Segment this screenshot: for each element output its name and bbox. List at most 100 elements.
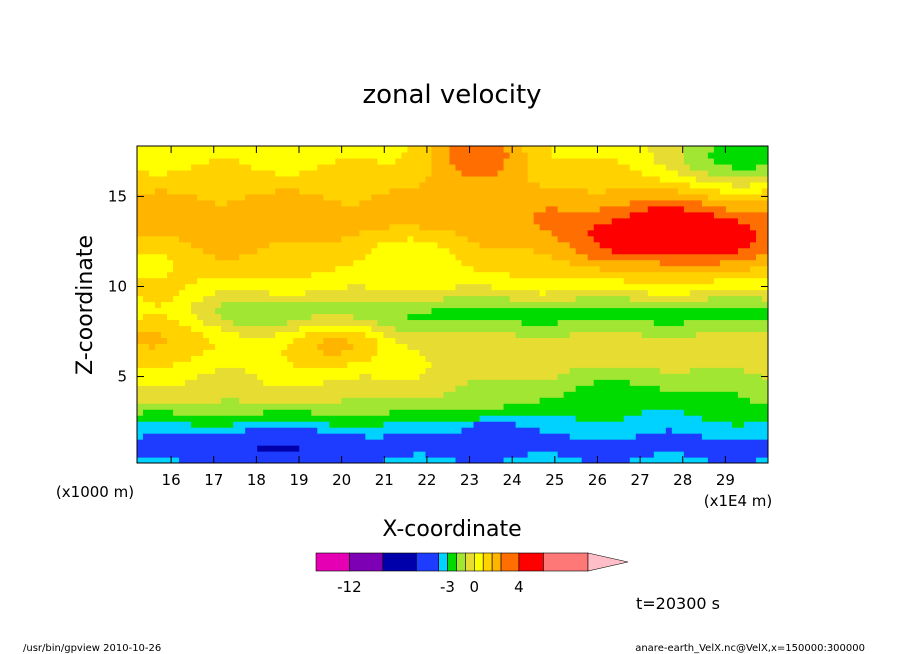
contour-cell: [137, 271, 168, 279]
contour-cell: [287, 319, 378, 327]
contour-cell: [323, 379, 469, 386]
contour-cell: [629, 457, 709, 463]
contour-cell: [593, 235, 757, 243]
contour-cell: [155, 301, 162, 309]
contour-cell: [419, 223, 541, 231]
contour-cell: [689, 367, 745, 374]
contour-cell: [149, 343, 156, 350]
contour-cell: [737, 217, 768, 225]
contour-cell: [137, 241, 192, 249]
contour-cell: [749, 241, 768, 249]
colorbar-segment: [491, 552, 502, 572]
contour-cell: [407, 313, 768, 321]
contour-cell: [521, 146, 553, 153]
contour-cell: [149, 169, 168, 177]
contour-cell: [443, 295, 511, 303]
contour-cell: [395, 325, 768, 333]
contour-cell: [209, 337, 294, 344]
contour-cell: [683, 146, 715, 153]
contour-cell: [545, 205, 559, 213]
contour-cell: [419, 181, 541, 189]
contour-cell: [371, 355, 427, 362]
contour-cell: [137, 397, 222, 404]
contour-cell: [137, 295, 144, 303]
y-tick-label: 15: [108, 187, 127, 205]
contour-cell: [191, 307, 216, 315]
contour-cell: [137, 265, 174, 273]
x-tick-label: 16: [162, 471, 181, 489]
contour-cell: [569, 331, 643, 338]
contour-cell: [677, 187, 721, 195]
contour-cell: [575, 295, 631, 303]
contour-cell: [287, 355, 372, 362]
contour-cell: [587, 253, 757, 261]
contour-cell: [365, 253, 457, 261]
contour-cell: [707, 151, 768, 159]
contour-cell: [455, 385, 577, 392]
contour-cell: [215, 289, 270, 297]
contour-cell: [173, 259, 354, 267]
contour-cell: [599, 265, 751, 273]
contour-cell: [557, 373, 763, 380]
contour-cell: [419, 373, 559, 380]
contour-cell: [653, 151, 685, 159]
contour-cell: [701, 415, 768, 422]
contour-cell: [527, 169, 643, 177]
contour-cell: [347, 361, 433, 368]
contour-cell: [137, 247, 204, 255]
contour-cell: [215, 307, 433, 315]
footer-left: /usr/bin/gpview 2010-10-26: [23, 643, 161, 654]
contour-cell: [533, 247, 577, 255]
colorbar-segment: [473, 552, 484, 572]
contour-cell: [167, 253, 216, 261]
contour-cell: [629, 295, 709, 303]
contour-cell: [617, 157, 655, 165]
colorbar-segment: [382, 552, 417, 572]
contour-cell: [365, 433, 384, 440]
contour-cell: [503, 403, 768, 410]
contour-cell: [713, 146, 768, 153]
contour-cell: [743, 421, 768, 428]
contour-cell: [479, 241, 571, 249]
contour-cell: [203, 331, 240, 338]
contour-cell: [137, 427, 246, 434]
contour-cell: [173, 361, 294, 368]
contour-cell: [449, 146, 505, 153]
contour-cell: [545, 289, 649, 297]
contour-cell: [275, 331, 306, 338]
contour-cell: [425, 175, 529, 183]
contour-cell: [749, 181, 768, 189]
contour-cell: [647, 205, 685, 213]
contour-cell: [527, 157, 619, 165]
contour-cell: [527, 451, 559, 458]
contour-cell: [611, 217, 739, 225]
contour-cell: [179, 235, 342, 243]
contour-cell: [377, 241, 439, 249]
contour-cell: [611, 247, 739, 255]
contour-cell: [755, 235, 768, 243]
contour-cell: [509, 295, 577, 303]
contour-cell: [137, 457, 180, 463]
contour-cell: [425, 451, 529, 458]
contour-cell: [341, 397, 541, 404]
contour-cell: [161, 301, 192, 309]
contour-cell: [203, 319, 234, 327]
contour-cell: [749, 265, 768, 273]
contour-cell: [683, 157, 715, 165]
contour-cell: [371, 373, 421, 380]
contour-cell: [143, 433, 366, 440]
contour-cell: [143, 409, 174, 416]
x-tick-label: 18: [247, 471, 266, 489]
contour-cell: [683, 319, 768, 327]
contour-cell: [455, 457, 505, 463]
contour-cell: [587, 229, 757, 237]
contour-cell: [293, 361, 348, 368]
contour-cell: [629, 199, 703, 207]
colorbar-segment: [518, 552, 544, 572]
contour-cell: [173, 295, 204, 303]
contour-cell: [563, 391, 739, 398]
colorbar-extend-arrow: [587, 552, 629, 572]
contour-cell: [425, 367, 571, 374]
colorbar-segment: [315, 552, 350, 572]
contour-cell: [191, 325, 222, 333]
